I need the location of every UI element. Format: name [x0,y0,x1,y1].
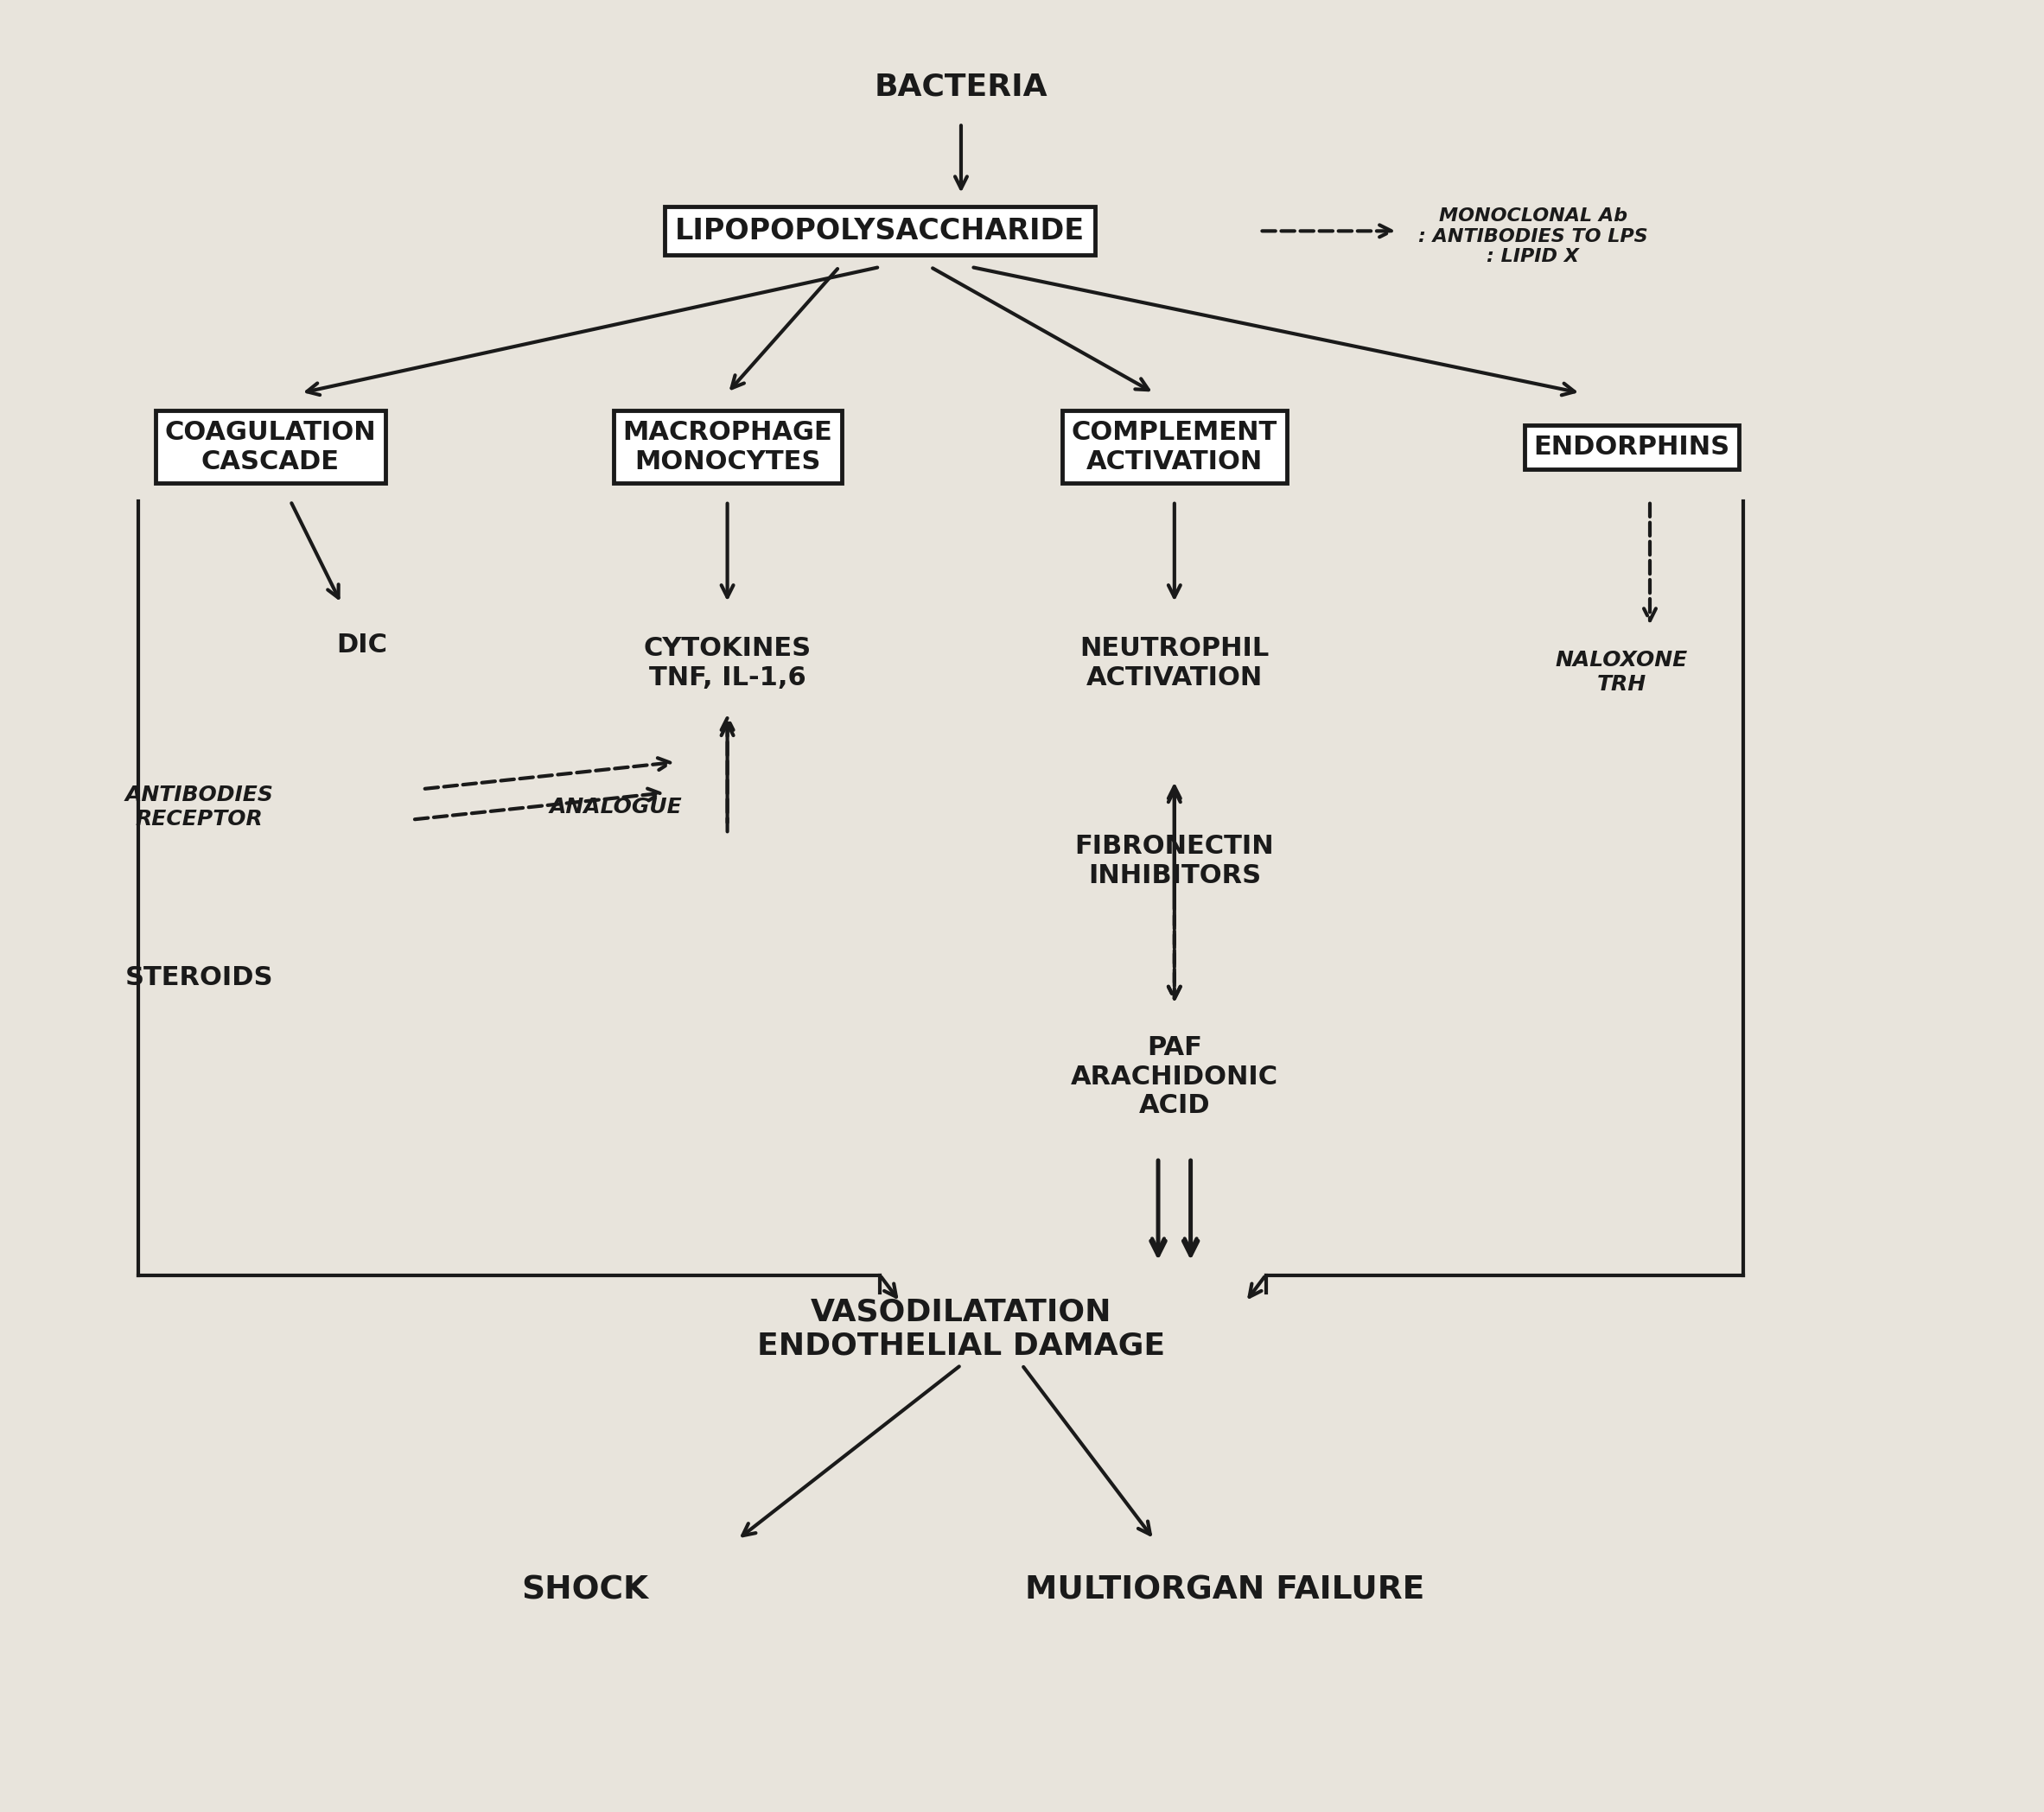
Text: ANALOGUE: ANALOGUE [550,797,683,817]
Text: NALOXONE
TRH: NALOXONE TRH [1555,651,1688,694]
Text: NEUTROPHIL
ACTIVATION: NEUTROPHIL ACTIVATION [1079,636,1269,690]
Text: LIPOPOPOLYSACCHARIDE: LIPOPOPOLYSACCHARIDE [675,217,1085,245]
Text: BACTERIA: BACTERIA [875,72,1049,101]
Text: ANTIBODIES
RECEPTOR: ANTIBODIES RECEPTOR [125,785,274,830]
Text: SHOCK: SHOCK [521,1575,648,1605]
Text: DIC: DIC [335,632,386,658]
Text: COMPLEMENT
ACTIVATION: COMPLEMENT ACTIVATION [1071,420,1278,475]
Text: STEROIDS: STEROIDS [125,966,274,991]
Text: MONOCLONAL Ab
: ANTIBODIES TO LPS
: LIPID X: MONOCLONAL Ab : ANTIBODIES TO LPS : LIPI… [1419,208,1647,265]
Text: FIBRONECTIN
INHIBITORS: FIBRONECTIN INHIBITORS [1075,834,1273,888]
Text: MACROPHAGE
MONOCYTES: MACROPHAGE MONOCYTES [623,420,832,475]
Text: MULTIORGAN FAILURE: MULTIORGAN FAILURE [1026,1575,1425,1605]
Text: VASODILATATION
ENDOTHELIAL DAMAGE: VASODILATATION ENDOTHELIAL DAMAGE [756,1297,1165,1361]
Text: COAGULATION
CASCADE: COAGULATION CASCADE [164,420,376,475]
Text: CYTOKINES
TNF, IL-1,6: CYTOKINES TNF, IL-1,6 [644,636,811,690]
Text: ENDORPHINS: ENDORPHINS [1533,435,1729,460]
Text: PAF
ARACHIDONIC
ACID: PAF ARACHIDONIC ACID [1071,1035,1278,1118]
